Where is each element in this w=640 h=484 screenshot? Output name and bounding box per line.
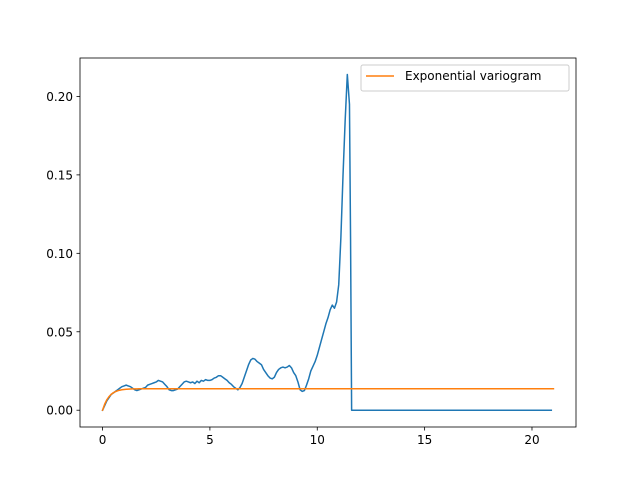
y-tick-label: 0.20: [46, 90, 73, 104]
legend: Exponential variogram: [360, 64, 570, 92]
x-tick-label: 5: [206, 433, 214, 447]
x-tick-label: 0: [99, 433, 107, 447]
series-line-empirical-variogram: [101, 73, 553, 412]
legend-label-exponential: Exponential variogram: [405, 69, 541, 83]
y-axis: 0.00 0.05 0.10 0.15 0.20: [46, 90, 80, 418]
x-tick-label: 15: [417, 433, 432, 447]
x-tick-label: 10: [310, 433, 325, 447]
y-tick-label: 0.05: [46, 325, 73, 339]
axes-frame: [79, 57, 577, 428]
x-axis: 0 5 10 15 20: [99, 427, 540, 447]
series-lines: [101, 73, 555, 412]
y-tick-label: 0.15: [46, 168, 73, 182]
legend-box: [360, 64, 570, 92]
y-tick-label: 0.00: [46, 404, 73, 418]
series-line-exponential-variogram: [101, 387, 555, 412]
y-tick-label: 0.10: [46, 247, 73, 261]
x-tick-label: 20: [524, 433, 539, 447]
